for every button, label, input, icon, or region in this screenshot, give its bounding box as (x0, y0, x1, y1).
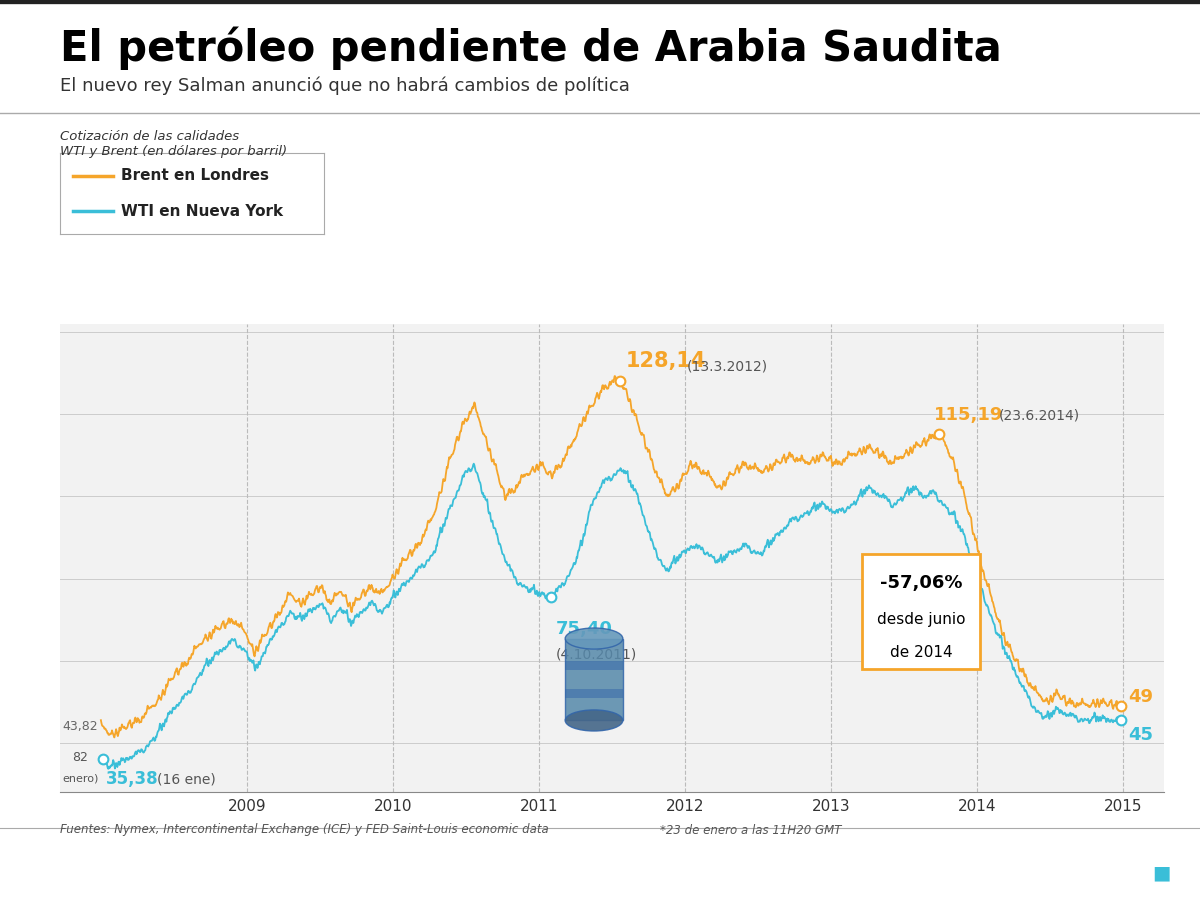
Ellipse shape (565, 628, 623, 649)
Text: ■: ■ (1152, 863, 1170, 882)
FancyBboxPatch shape (863, 554, 980, 669)
Text: 75,40: 75,40 (556, 620, 613, 638)
Text: 35,38: 35,38 (106, 770, 158, 788)
Text: 49: 49 (1128, 688, 1153, 706)
Polygon shape (565, 639, 623, 720)
Text: 43,82: 43,82 (62, 720, 97, 733)
Text: (16 ene): (16 ene) (157, 773, 216, 787)
Text: (4.10.2011): (4.10.2011) (556, 648, 637, 662)
Text: 115,19: 115,19 (934, 406, 1003, 424)
Text: desde junio: desde junio (877, 612, 966, 627)
Text: Brent en Londres: Brent en Londres (121, 168, 269, 184)
Text: (23.6.2014): (23.6.2014) (998, 409, 1080, 423)
Text: Cotización de las calidades
WTI y Brent (en dólares por barril): Cotización de las calidades WTI y Brent … (60, 130, 287, 158)
Ellipse shape (565, 710, 623, 731)
Text: enero): enero) (62, 774, 98, 784)
Text: WTI en Nueva York: WTI en Nueva York (121, 203, 283, 219)
Text: 128,14: 128,14 (625, 350, 706, 371)
Text: 82: 82 (72, 752, 88, 764)
Polygon shape (565, 688, 623, 698)
Text: (13.3.2012): (13.3.2012) (686, 360, 768, 373)
Polygon shape (565, 661, 623, 670)
Text: Fuentes: Nymex, Intercontinental Exchange (ICE) y FED Saint-Louis economic data: Fuentes: Nymex, Intercontinental Exchang… (60, 824, 548, 836)
Text: *23 de enero a las 11H20 GMT: *23 de enero a las 11H20 GMT (660, 824, 841, 836)
Text: de 2014: de 2014 (890, 645, 953, 660)
Text: El petróleo pendiente de Arabia Saudita: El petróleo pendiente de Arabia Saudita (60, 27, 1002, 70)
Text: -57,06%: -57,06% (880, 573, 962, 591)
Text: 45: 45 (1128, 726, 1153, 744)
Text: El nuevo rey Salman anunció que no habrá cambios de política: El nuevo rey Salman anunció que no habrá… (60, 76, 630, 95)
